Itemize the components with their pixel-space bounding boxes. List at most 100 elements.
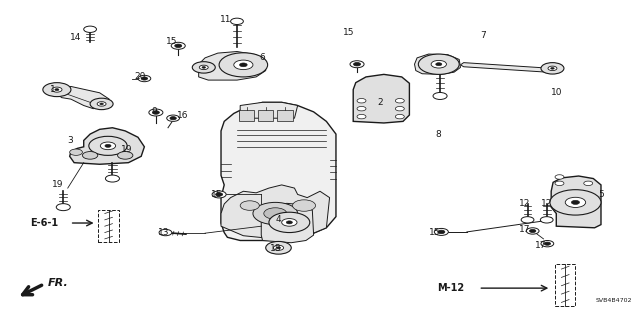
Bar xyxy=(239,110,254,122)
Text: 6: 6 xyxy=(260,53,266,62)
Circle shape xyxy=(544,242,550,245)
Circle shape xyxy=(175,44,182,48)
Circle shape xyxy=(419,54,460,74)
Circle shape xyxy=(212,191,226,198)
Circle shape xyxy=(240,201,259,210)
Polygon shape xyxy=(221,185,330,239)
Circle shape xyxy=(172,42,185,49)
Circle shape xyxy=(435,228,449,235)
Text: 3: 3 xyxy=(67,136,72,145)
Circle shape xyxy=(431,60,447,68)
Circle shape xyxy=(269,212,310,233)
Text: 12: 12 xyxy=(541,199,552,208)
Circle shape xyxy=(565,197,586,207)
Circle shape xyxy=(138,75,151,82)
Circle shape xyxy=(550,190,601,215)
Bar xyxy=(99,210,119,242)
Text: 19: 19 xyxy=(122,145,133,154)
Text: 20: 20 xyxy=(134,72,145,81)
Circle shape xyxy=(52,87,62,92)
Polygon shape xyxy=(240,102,298,118)
Text: 13: 13 xyxy=(158,228,170,237)
Circle shape xyxy=(216,193,223,196)
Polygon shape xyxy=(461,63,556,72)
Text: E-6-1: E-6-1 xyxy=(30,218,58,228)
Bar xyxy=(555,264,575,306)
Circle shape xyxy=(396,115,404,119)
Text: 1: 1 xyxy=(50,85,56,94)
Circle shape xyxy=(97,102,106,106)
Text: 15: 15 xyxy=(429,228,441,237)
Text: 4: 4 xyxy=(276,215,282,224)
Circle shape xyxy=(106,175,120,182)
Circle shape xyxy=(167,115,179,122)
Circle shape xyxy=(239,63,247,67)
Circle shape xyxy=(199,65,208,70)
Bar xyxy=(258,110,273,122)
Circle shape xyxy=(276,247,280,249)
Polygon shape xyxy=(353,74,410,123)
Circle shape xyxy=(149,109,163,116)
Text: 10: 10 xyxy=(550,88,562,97)
Circle shape xyxy=(100,142,116,150)
Circle shape xyxy=(350,61,364,68)
Circle shape xyxy=(159,229,172,236)
Polygon shape xyxy=(551,176,601,228)
Text: 16: 16 xyxy=(177,111,188,120)
Circle shape xyxy=(353,63,360,66)
Text: M-12: M-12 xyxy=(437,283,465,293)
Circle shape xyxy=(438,230,445,234)
Circle shape xyxy=(70,149,83,155)
Text: 2: 2 xyxy=(378,98,383,107)
Circle shape xyxy=(357,99,366,103)
Circle shape xyxy=(43,83,71,97)
Circle shape xyxy=(541,241,554,247)
Circle shape xyxy=(286,221,292,224)
Circle shape xyxy=(273,245,284,250)
Circle shape xyxy=(83,152,98,159)
Text: 7: 7 xyxy=(480,31,486,40)
Circle shape xyxy=(100,103,104,105)
Circle shape xyxy=(264,208,287,219)
Circle shape xyxy=(192,62,215,73)
Polygon shape xyxy=(415,54,461,74)
Circle shape xyxy=(436,63,442,66)
Circle shape xyxy=(152,111,159,114)
Circle shape xyxy=(584,181,593,186)
Circle shape xyxy=(521,217,534,223)
Circle shape xyxy=(548,66,557,70)
Circle shape xyxy=(396,99,404,103)
Circle shape xyxy=(550,67,554,69)
Circle shape xyxy=(118,152,133,159)
Text: 5: 5 xyxy=(598,190,604,199)
Polygon shape xyxy=(55,86,109,109)
Circle shape xyxy=(90,98,113,110)
Text: 14: 14 xyxy=(70,33,82,42)
Circle shape xyxy=(266,241,291,254)
Circle shape xyxy=(529,229,536,233)
Polygon shape xyxy=(198,51,266,80)
Text: SVB4B4702: SVB4B4702 xyxy=(595,298,632,303)
Circle shape xyxy=(526,228,539,234)
Circle shape xyxy=(433,93,447,100)
Text: 8: 8 xyxy=(435,130,441,138)
Circle shape xyxy=(55,89,59,91)
Circle shape xyxy=(202,66,205,68)
Circle shape xyxy=(234,60,253,70)
Text: 17: 17 xyxy=(518,225,530,234)
Circle shape xyxy=(357,115,366,119)
Circle shape xyxy=(141,77,148,80)
Text: 15: 15 xyxy=(166,38,177,47)
Circle shape xyxy=(357,107,366,111)
Polygon shape xyxy=(70,128,145,164)
Circle shape xyxy=(540,217,553,223)
Text: 18: 18 xyxy=(269,244,281,253)
Circle shape xyxy=(253,202,298,225)
Circle shape xyxy=(219,53,268,77)
Text: 17: 17 xyxy=(534,241,546,250)
Text: 12: 12 xyxy=(518,199,530,208)
Circle shape xyxy=(282,219,297,226)
Text: 15: 15 xyxy=(211,190,222,199)
Circle shape xyxy=(572,200,580,204)
Circle shape xyxy=(396,107,404,111)
